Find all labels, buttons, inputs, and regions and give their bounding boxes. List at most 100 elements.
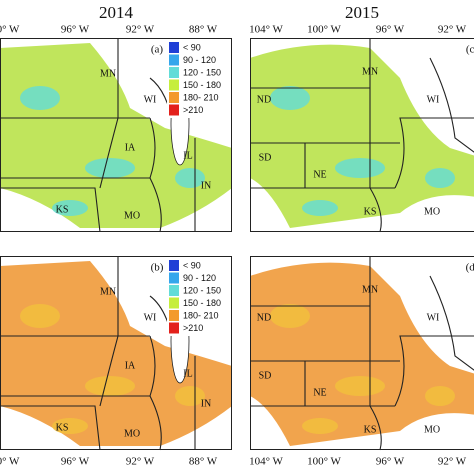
year-header: 2014	[99, 3, 134, 22]
state-border	[369, 256, 382, 451]
legend-label: 180- 210	[183, 92, 219, 102]
panel-frame	[250, 256, 474, 450]
state-label: MN	[362, 66, 378, 77]
state-label: MN	[100, 68, 116, 79]
legend-swatch	[169, 104, 179, 116]
legend-swatch	[169, 285, 179, 296]
legend-swatch	[169, 297, 179, 309]
legend-label: >210	[183, 323, 203, 333]
patch	[335, 158, 385, 178]
patch	[425, 168, 455, 188]
state-border	[369, 38, 382, 233]
longitude-label: 88° W	[189, 456, 218, 468]
state-label: WI	[427, 312, 440, 323]
patch	[425, 386, 455, 406]
state-label: KS	[56, 204, 69, 215]
state-border	[99, 335, 119, 407]
state-label: IN	[201, 398, 212, 409]
patch	[52, 200, 88, 216]
patch	[302, 200, 338, 216]
state-label: KS	[364, 424, 377, 435]
patch	[270, 304, 310, 328]
panel-frame	[250, 38, 474, 232]
longitude-label: 100° W	[307, 456, 341, 468]
state-label: WI	[144, 94, 157, 105]
state-label: MO	[124, 428, 140, 439]
state-label: NE	[313, 169, 326, 180]
panel-label: (b)	[151, 262, 164, 274]
longitude-label: 92° W	[126, 456, 155, 468]
state-label: IA	[125, 142, 136, 153]
legend-swatch	[169, 272, 179, 284]
crop-area	[250, 44, 474, 228]
longitude-label: 88° W	[189, 24, 218, 36]
map-panel: MN WI IA IL KS MO IN (a) < 90 90 - 120 120 - 150 15…	[0, 38, 232, 233]
legend-label: 120 - 150	[183, 285, 221, 295]
state-border	[99, 117, 119, 189]
state-label: SD	[259, 152, 272, 163]
patch	[85, 376, 135, 396]
state-label: ND	[257, 94, 271, 105]
year-header: 2015	[345, 3, 379, 22]
map-panel: ND MN WI SD NE KS MO (c)	[250, 38, 474, 233]
patch	[335, 376, 385, 396]
longitude-label: 0° W	[0, 456, 20, 468]
longitude-label: 92° W	[438, 24, 467, 36]
longitude-label: 96° W	[61, 24, 90, 36]
state-border	[0, 187, 101, 233]
state-label: ND	[257, 312, 271, 323]
state-label: WI	[427, 94, 440, 105]
state-label: MO	[424, 424, 440, 435]
patch	[270, 86, 310, 110]
panel-frame	[0, 38, 232, 232]
legend-swatch	[169, 42, 179, 53]
state-label: NE	[313, 387, 326, 398]
legend-label: < 90	[183, 42, 201, 52]
panel-label: (c)	[466, 44, 474, 56]
map-panel: MN WI IA IL KS MO IN (b) < 90 90 - 120 120 - 150 15…	[0, 256, 232, 451]
state-border	[394, 335, 474, 407]
state-label: IN	[201, 180, 212, 191]
legend: < 90 90 - 120 120 - 150 150 - 180 180- 210 >2…	[167, 258, 230, 336]
panel-frame	[0, 256, 232, 450]
state-label: MO	[424, 206, 440, 217]
state-label: KS	[364, 206, 377, 217]
state-border	[0, 405, 101, 451]
legend-label: 150 - 180	[183, 80, 221, 90]
state-border	[429, 275, 474, 371]
longitude-label: 104° W	[249, 456, 283, 468]
state-label: SD	[259, 370, 272, 381]
patch	[302, 418, 338, 434]
legend-label: 90 - 120	[183, 55, 216, 65]
longitude-label: 104° W	[249, 24, 283, 36]
longitude-label: 96° W	[376, 24, 405, 36]
patch	[20, 86, 60, 110]
longitude-label: 96° W	[376, 456, 405, 468]
legend-label: 150 - 180	[183, 298, 221, 308]
patch	[175, 386, 205, 406]
patch	[52, 418, 88, 434]
state-label: IA	[125, 360, 136, 371]
longitude-label: 92° W	[126, 24, 155, 36]
state-label: MN	[100, 286, 116, 297]
longitude-label: 96° W	[61, 456, 90, 468]
panel-label: (d)	[466, 262, 474, 274]
crop-area	[250, 262, 474, 446]
state-border	[394, 117, 474, 189]
state-label: MO	[124, 210, 140, 221]
legend-label: 120 - 150	[183, 67, 221, 77]
state-label: IL	[183, 150, 192, 161]
legend-label: >210	[183, 105, 203, 115]
legend-swatch	[169, 322, 179, 334]
state-label: KS	[56, 422, 69, 433]
panel-label: (a)	[151, 44, 164, 56]
map-panel: ND MN WI SD NE KS MO (d)	[250, 256, 474, 451]
longitude-label: 100° W	[307, 24, 341, 36]
patch	[20, 304, 60, 328]
state-label: IL	[183, 368, 192, 379]
patch	[175, 168, 205, 188]
legend-swatch	[169, 260, 179, 271]
legend-label: 90 - 120	[183, 273, 216, 283]
crop-area	[0, 43, 232, 228]
